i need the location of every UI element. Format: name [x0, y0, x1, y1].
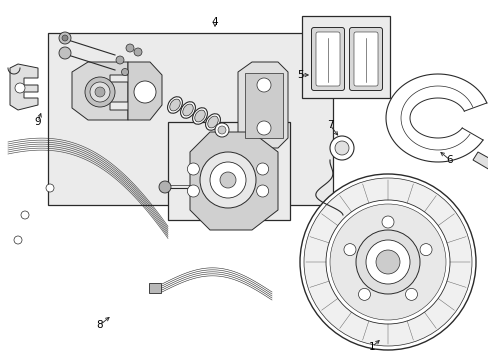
- Polygon shape: [10, 64, 38, 110]
- Circle shape: [381, 216, 393, 228]
- Circle shape: [375, 250, 399, 274]
- Text: 1: 1: [368, 342, 375, 352]
- Circle shape: [256, 185, 268, 197]
- Ellipse shape: [207, 116, 218, 128]
- Polygon shape: [190, 132, 278, 230]
- Circle shape: [59, 32, 71, 44]
- Circle shape: [21, 211, 29, 219]
- Circle shape: [126, 44, 134, 52]
- FancyBboxPatch shape: [311, 27, 344, 90]
- Polygon shape: [472, 152, 488, 170]
- Circle shape: [134, 48, 142, 56]
- Circle shape: [419, 244, 431, 256]
- Bar: [302, 16, 389, 98]
- Text: 5: 5: [297, 70, 304, 80]
- FancyBboxPatch shape: [315, 32, 339, 86]
- Polygon shape: [72, 62, 128, 120]
- Circle shape: [187, 185, 199, 197]
- Circle shape: [14, 236, 22, 244]
- Ellipse shape: [194, 110, 205, 122]
- Bar: [48, 33, 332, 205]
- Circle shape: [329, 204, 445, 320]
- Text: 4: 4: [211, 17, 218, 27]
- Circle shape: [15, 83, 25, 93]
- Ellipse shape: [167, 97, 182, 113]
- Circle shape: [334, 141, 348, 155]
- Circle shape: [85, 77, 115, 107]
- Circle shape: [304, 178, 471, 346]
- Bar: [168, 122, 289, 220]
- Polygon shape: [128, 62, 162, 120]
- Circle shape: [299, 174, 475, 350]
- Circle shape: [355, 230, 419, 294]
- Circle shape: [329, 136, 353, 160]
- Bar: [149, 283, 161, 293]
- Circle shape: [365, 240, 409, 284]
- Text: 6: 6: [446, 155, 452, 165]
- Circle shape: [256, 163, 268, 175]
- Polygon shape: [238, 62, 287, 148]
- Ellipse shape: [205, 114, 220, 130]
- Circle shape: [159, 181, 171, 193]
- Circle shape: [121, 68, 128, 76]
- Ellipse shape: [183, 104, 193, 116]
- Circle shape: [218, 126, 225, 134]
- Circle shape: [46, 184, 54, 192]
- Text: 7: 7: [326, 120, 333, 130]
- Text: 9: 9: [35, 117, 41, 127]
- FancyBboxPatch shape: [349, 27, 382, 90]
- Circle shape: [325, 200, 449, 324]
- Circle shape: [215, 123, 228, 137]
- Circle shape: [358, 288, 370, 300]
- Circle shape: [220, 172, 236, 188]
- Circle shape: [59, 47, 71, 59]
- Circle shape: [95, 87, 105, 97]
- Text: 2: 2: [224, 217, 231, 227]
- Circle shape: [209, 162, 245, 198]
- Circle shape: [187, 163, 199, 175]
- Circle shape: [343, 244, 355, 256]
- Circle shape: [405, 288, 417, 300]
- Circle shape: [257, 78, 270, 92]
- Circle shape: [257, 121, 270, 135]
- Text: 3: 3: [188, 183, 195, 193]
- Circle shape: [116, 56, 124, 64]
- Ellipse shape: [180, 102, 195, 118]
- Ellipse shape: [192, 108, 207, 124]
- Ellipse shape: [169, 99, 180, 111]
- Bar: [244, 73, 283, 138]
- Circle shape: [62, 35, 68, 41]
- FancyBboxPatch shape: [353, 32, 377, 86]
- Circle shape: [90, 82, 110, 102]
- Text: 8: 8: [97, 320, 103, 330]
- Circle shape: [200, 152, 256, 208]
- Circle shape: [134, 81, 156, 103]
